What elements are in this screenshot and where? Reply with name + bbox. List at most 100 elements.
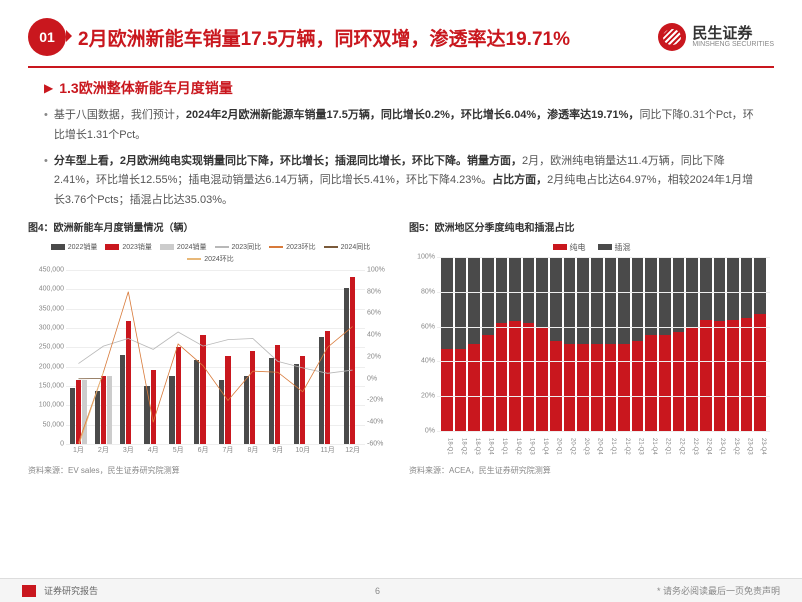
chart-1-title: 图4：欧洲新能车月度销量情况（辆） — [28, 219, 393, 234]
section-badge: 01 — [28, 18, 66, 56]
stacked-bar — [496, 257, 508, 431]
x-label: 23-Q2 — [727, 432, 739, 460]
chart-2-legend: 纯电 插混 — [413, 242, 770, 253]
x-label: 8月 — [240, 445, 265, 455]
legend-item: 2022销量 — [51, 242, 98, 252]
legend-item: 2024同比 — [324, 242, 371, 252]
page-title: 2月欧洲新能车销量17.5万辆，同环双增，渗透率达19.71% — [78, 24, 658, 51]
x-label: 9月 — [265, 445, 290, 455]
stacked-bar — [700, 257, 712, 431]
page-number: 6 — [98, 586, 657, 596]
x-label: 22-Q3 — [686, 432, 698, 460]
stacked-bar — [536, 257, 548, 431]
stacked-bar — [523, 257, 535, 431]
logo-icon — [658, 23, 686, 51]
x-label: 22-Q1 — [659, 432, 671, 460]
company-logo: 民生证券 MINSHENG SECURITIES — [658, 23, 774, 51]
chart-1: 图4：欧洲新能车月度销量情况（辆） 2022销量2023销量2024销量2023… — [28, 219, 393, 476]
stacked-bar — [468, 257, 480, 431]
bar-group — [120, 321, 137, 444]
stacked-bar — [686, 257, 698, 431]
stacked-bar — [550, 257, 562, 431]
stacked-bar — [564, 257, 576, 431]
x-label: 20-Q4 — [591, 432, 603, 460]
stacked-bar — [727, 257, 739, 431]
bullet-2-bold2: 占比方面， — [492, 174, 547, 186]
x-label: 19-Q1 — [496, 432, 508, 460]
x-label: 5月 — [166, 445, 191, 455]
bar-group — [269, 345, 286, 444]
bullet-1-prefix: 基于八国数据，我们预计， — [54, 109, 186, 121]
bar-group — [319, 331, 336, 444]
bar-group — [144, 370, 161, 444]
x-label: 1月 — [66, 445, 91, 455]
x-label: 22-Q2 — [673, 432, 685, 460]
x-label: 23-Q4 — [754, 432, 766, 460]
x-label: 20-Q1 — [550, 432, 562, 460]
legend-item: 2024环比 — [187, 254, 234, 264]
chart-2-xaxis: 18-Q118-Q218-Q318-Q419-Q119-Q219-Q319-Q4… — [437, 432, 770, 460]
chart-2-yaxis: 0%20%40%60%80%100% — [413, 257, 437, 431]
x-label: 20-Q2 — [564, 432, 576, 460]
bullet-2-bold: 分车型上看，2月欧洲纯电实现销量同比下降，环比增长；插混同比增长，环比下降。销量… — [54, 155, 522, 167]
bar-group — [244, 351, 261, 444]
x-label: 21-Q3 — [632, 432, 644, 460]
x-label: 20-Q3 — [577, 432, 589, 460]
x-label: 18-Q3 — [468, 432, 480, 460]
stacked-bar — [441, 257, 453, 431]
x-label: 19-Q3 — [523, 432, 535, 460]
stacked-bar — [754, 257, 766, 431]
x-label: 18-Q4 — [482, 432, 494, 460]
x-label: 12月 — [340, 445, 365, 455]
x-label: 7月 — [216, 445, 241, 455]
stacked-bar — [741, 257, 753, 431]
stacked-bar — [509, 257, 521, 431]
x-label: 23-Q1 — [714, 432, 726, 460]
disclaimer: * 请务必阅读最后一页免责声明 — [657, 584, 780, 597]
bar-group — [95, 376, 112, 444]
section-arrow-icon: ▶ — [44, 81, 53, 95]
x-label: 11月 — [315, 445, 340, 455]
chart-2: 图5：欧洲地区分季度纯电和插混占比 纯电 插混 0%20%40%60%80%100… — [409, 219, 774, 476]
chart-1-source: 资料来源：EV sales，民生证券研究院测算 — [28, 465, 393, 476]
legend-item: 2023销量 — [105, 242, 152, 252]
bar-group — [169, 347, 186, 444]
x-label: 21-Q1 — [605, 432, 617, 460]
stacked-bar — [605, 257, 617, 431]
x-label: 21-Q2 — [618, 432, 630, 460]
legend-item: 纯电 — [553, 242, 586, 253]
x-label: 18-Q1 — [441, 432, 453, 460]
x-label: 3月 — [116, 445, 141, 455]
stacked-bar — [482, 257, 494, 431]
stacked-bar — [618, 257, 630, 431]
chart-1-yaxis-right: -60%-40%-20%0%20%40%60%80%100% — [365, 270, 389, 444]
bar-group — [294, 356, 311, 444]
chart-1-xaxis: 1月2月3月4月5月6月7月8月9月10月11月12月 — [66, 445, 365, 455]
bullet-1: • 基于八国数据，我们预计，2024年2月欧洲新能源车销量17.5万辆，同比增长… — [0, 106, 802, 146]
report-icon — [22, 585, 36, 597]
header-divider — [28, 66, 774, 68]
legend-item: 插混 — [598, 242, 631, 253]
footer: 证券研究报告 6 * 请务必阅读最后一页免责声明 — [0, 578, 802, 602]
chart-2-bars — [437, 257, 770, 431]
x-label: 19-Q4 — [536, 432, 548, 460]
x-label: 10月 — [290, 445, 315, 455]
stacked-bar — [632, 257, 644, 431]
x-label: 6月 — [191, 445, 216, 455]
x-label: 4月 — [141, 445, 166, 455]
chart-2-title: 图5：欧洲地区分季度纯电和插混占比 — [409, 219, 774, 234]
x-label: 19-Q2 — [509, 432, 521, 460]
bar-group — [344, 277, 361, 444]
stacked-bar — [714, 257, 726, 431]
bar-group — [70, 380, 87, 444]
x-label: 23-Q3 — [741, 432, 753, 460]
stacked-bar — [455, 257, 467, 431]
stacked-bar — [659, 257, 671, 431]
stacked-bar — [645, 257, 657, 431]
company-name: 民生证券 — [692, 26, 774, 41]
bullet-1-bold: 2024年2月欧洲新能源车销量17.5万辆，同比增长0.2%，环比增长6.04%… — [186, 109, 640, 121]
stacked-bar — [673, 257, 685, 431]
x-label: 18-Q2 — [455, 432, 467, 460]
legend-item: 2024销量 — [160, 242, 207, 252]
chart-1-plot: 050,000100,000150,000200,000250,000300,0… — [66, 270, 365, 445]
